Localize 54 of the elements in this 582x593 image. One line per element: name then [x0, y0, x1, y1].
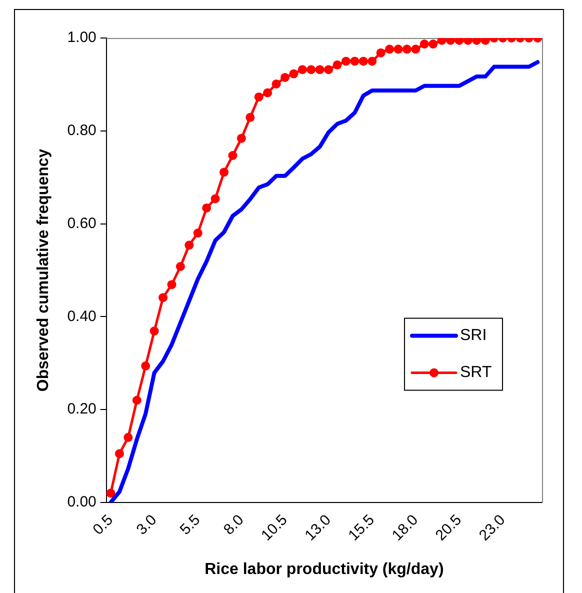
y-tick-label: 0.40 — [67, 308, 96, 325]
x-tick-label: 8.0 — [220, 512, 248, 538]
y-tick-label: 0.60 — [67, 214, 96, 232]
point — [220, 168, 229, 177]
point — [184, 240, 194, 250]
point — [358, 56, 368, 66]
point — [298, 65, 307, 74]
point — [420, 40, 429, 49]
point — [114, 449, 124, 458]
point — [306, 65, 316, 74]
point — [228, 151, 238, 160]
point — [263, 88, 272, 98]
y-tick-label: 0.20 — [67, 400, 96, 418]
point — [176, 262, 185, 271]
y-tick-label: 0.00 — [67, 494, 96, 511]
x-tick-label: 0.5 — [90, 512, 117, 538]
point — [315, 65, 324, 74]
point — [106, 488, 116, 498]
point — [289, 69, 298, 78]
point — [385, 44, 394, 54]
legend-label: SRI — [460, 327, 487, 344]
point — [158, 293, 168, 302]
x-axis-title: Rice labor productivity (kg/day) — [204, 560, 444, 578]
point — [411, 44, 420, 54]
x-tick-label: 5.5 — [176, 512, 204, 538]
point — [428, 40, 438, 49]
point — [202, 203, 212, 212]
point — [402, 44, 412, 54]
point — [236, 134, 246, 143]
point — [141, 361, 150, 370]
point — [332, 60, 342, 70]
y-tick-label: 0.80 — [67, 122, 96, 140]
point — [210, 194, 220, 204]
point — [246, 112, 255, 122]
point — [254, 92, 264, 102]
point — [280, 72, 290, 82]
point — [394, 44, 403, 54]
point — [132, 396, 142, 405]
point — [341, 56, 350, 66]
x-tick-label: 18.0 — [388, 512, 422, 544]
legend-label: SRT — [460, 364, 492, 382]
point — [150, 326, 159, 336]
y-axis-title: Observed cumulative frequency — [35, 148, 52, 392]
point — [350, 56, 360, 66]
x-tick-label: 3.0 — [133, 512, 160, 538]
point — [272, 79, 281, 88]
point — [368, 56, 377, 66]
point — [324, 65, 334, 74]
point — [376, 48, 386, 58]
x-tick-label: 13.0 — [302, 512, 334, 544]
y-tick-label: 1.00 — [67, 29, 96, 46]
point — [124, 432, 133, 442]
point — [167, 280, 176, 290]
point — [193, 228, 202, 238]
